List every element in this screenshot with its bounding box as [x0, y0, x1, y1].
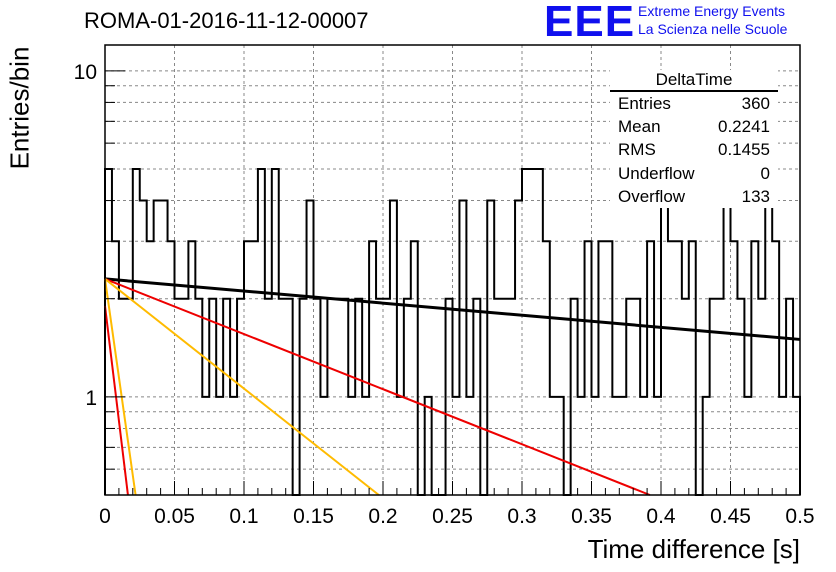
x-tick-label: 0.2: [368, 505, 397, 528]
eee-logo: EEE Extreme Energy Events La Scienza nel…: [544, 0, 834, 46]
stats-label: Underflow: [618, 163, 695, 183]
x-tick-label: 0.4: [646, 505, 676, 528]
stats-box: DeltaTime Entries 360 Mean 0.2241 RMS 0.…: [610, 70, 778, 208]
x-tick-label: 0.35: [571, 505, 612, 528]
axis-ticks: [104, 70, 801, 496]
y-tick-label: 1: [85, 387, 97, 410]
x-tick-label: 0.05: [154, 505, 195, 528]
stats-row: Underflow 0: [610, 162, 778, 185]
fit-line: [104, 305, 129, 496]
x-axis-label: Time difference [s]: [587, 534, 800, 564]
stats-value: 360: [741, 94, 770, 113]
x-tick-label: 0.5: [785, 505, 814, 528]
x-tick-label: 0.45: [710, 505, 751, 528]
x-tick-label: 0.1: [229, 505, 258, 528]
fit-lines: [104, 277, 801, 496]
stats-value: 133: [741, 186, 770, 206]
stats-label: Overflow: [618, 186, 686, 206]
stats-value: 0: [760, 163, 770, 183]
stats-row: Overflow 133: [610, 185, 778, 208]
stats-label: Entries: [618, 94, 671, 113]
grid: [105, 45, 800, 496]
stats-row: Mean 0.2241: [610, 115, 778, 138]
logo-line-1: Extreme Energy Events: [638, 3, 786, 19]
histogram-outline: [104, 167, 801, 496]
x-tick-label: 0.25: [432, 505, 473, 528]
stats-title: DeltaTime: [610, 70, 778, 92]
logo-eee-text: EEE: [544, 0, 636, 46]
tick-labels: 0 0.05 0.1 0.15 0.2 0.25 0.3 0.35 0.4 0.45 0.5 1 10: [74, 61, 815, 528]
stats-value: 0.1455: [718, 140, 770, 160]
y-tick-label: 10: [74, 61, 97, 84]
stats-label: RMS: [618, 140, 656, 160]
y-axis-label: Entries/bin: [4, 46, 35, 170]
histogram-bars: [104, 167, 801, 496]
fit-line: [104, 278, 380, 496]
stats-row: RMS 0.1455: [610, 138, 778, 161]
logo-line-2: La Scienza nelle Scuole: [638, 21, 788, 37]
x-tick-label: 0.15: [293, 505, 334, 528]
x-tick-label: 0: [99, 505, 111, 528]
stats-row: Entries 360: [610, 92, 778, 115]
x-tick-label: 0.3: [507, 505, 536, 528]
fit-line: [104, 278, 137, 496]
fit-line: [104, 277, 651, 496]
run-title: ROMA-01-2016-11-12-00007: [84, 8, 369, 33]
stats-value: 0.2241: [718, 117, 770, 137]
fit-line: [104, 277, 801, 341]
stats-label: Mean: [618, 117, 661, 137]
